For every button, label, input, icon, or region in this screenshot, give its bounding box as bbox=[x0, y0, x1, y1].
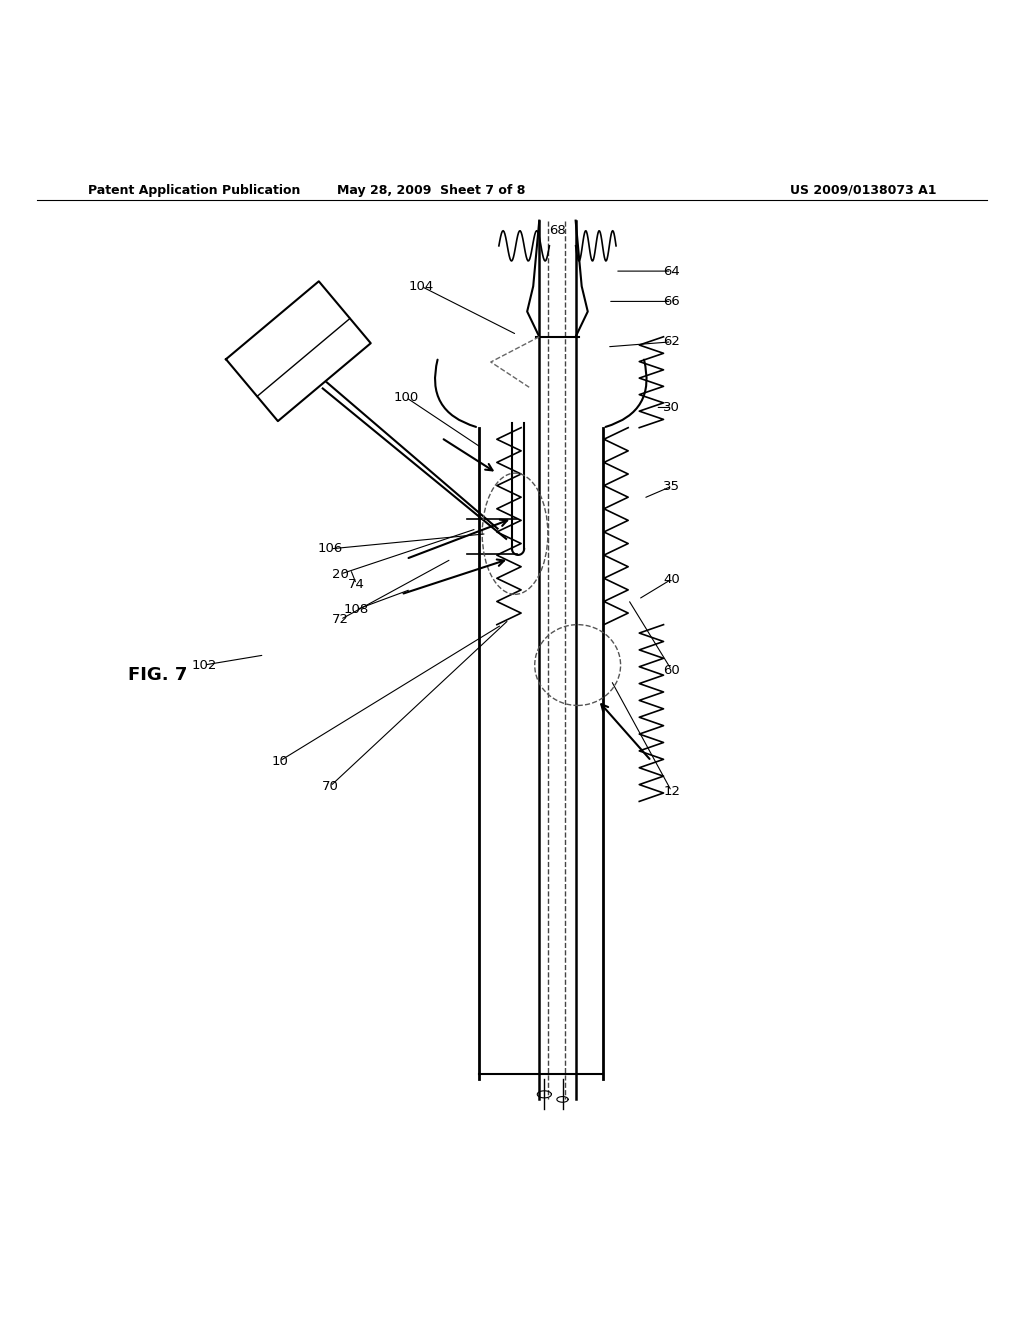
Text: 104: 104 bbox=[409, 280, 434, 293]
Text: US 2009/0138073 A1: US 2009/0138073 A1 bbox=[790, 183, 936, 197]
Text: 12: 12 bbox=[664, 785, 680, 797]
Text: May 28, 2009  Sheet 7 of 8: May 28, 2009 Sheet 7 of 8 bbox=[337, 183, 525, 197]
Text: 66: 66 bbox=[664, 294, 680, 308]
Text: 64: 64 bbox=[664, 264, 680, 277]
Text: 74: 74 bbox=[348, 578, 365, 591]
Text: 10: 10 bbox=[271, 755, 288, 767]
Text: 70: 70 bbox=[322, 780, 339, 793]
Text: 100: 100 bbox=[393, 391, 419, 404]
Text: 68: 68 bbox=[549, 224, 566, 238]
Text: 40: 40 bbox=[664, 573, 680, 586]
Text: 60: 60 bbox=[664, 664, 680, 677]
Text: FIG. 7: FIG. 7 bbox=[128, 667, 187, 684]
Text: 20: 20 bbox=[332, 568, 349, 581]
Text: 35: 35 bbox=[664, 479, 680, 492]
Text: 106: 106 bbox=[317, 543, 343, 556]
Text: 62: 62 bbox=[664, 335, 680, 348]
Polygon shape bbox=[226, 281, 371, 421]
Text: 108: 108 bbox=[344, 603, 369, 616]
Text: 102: 102 bbox=[191, 659, 217, 672]
Text: 30: 30 bbox=[664, 401, 680, 414]
Text: 72: 72 bbox=[332, 612, 349, 626]
Text: Patent Application Publication: Patent Application Publication bbox=[88, 183, 300, 197]
